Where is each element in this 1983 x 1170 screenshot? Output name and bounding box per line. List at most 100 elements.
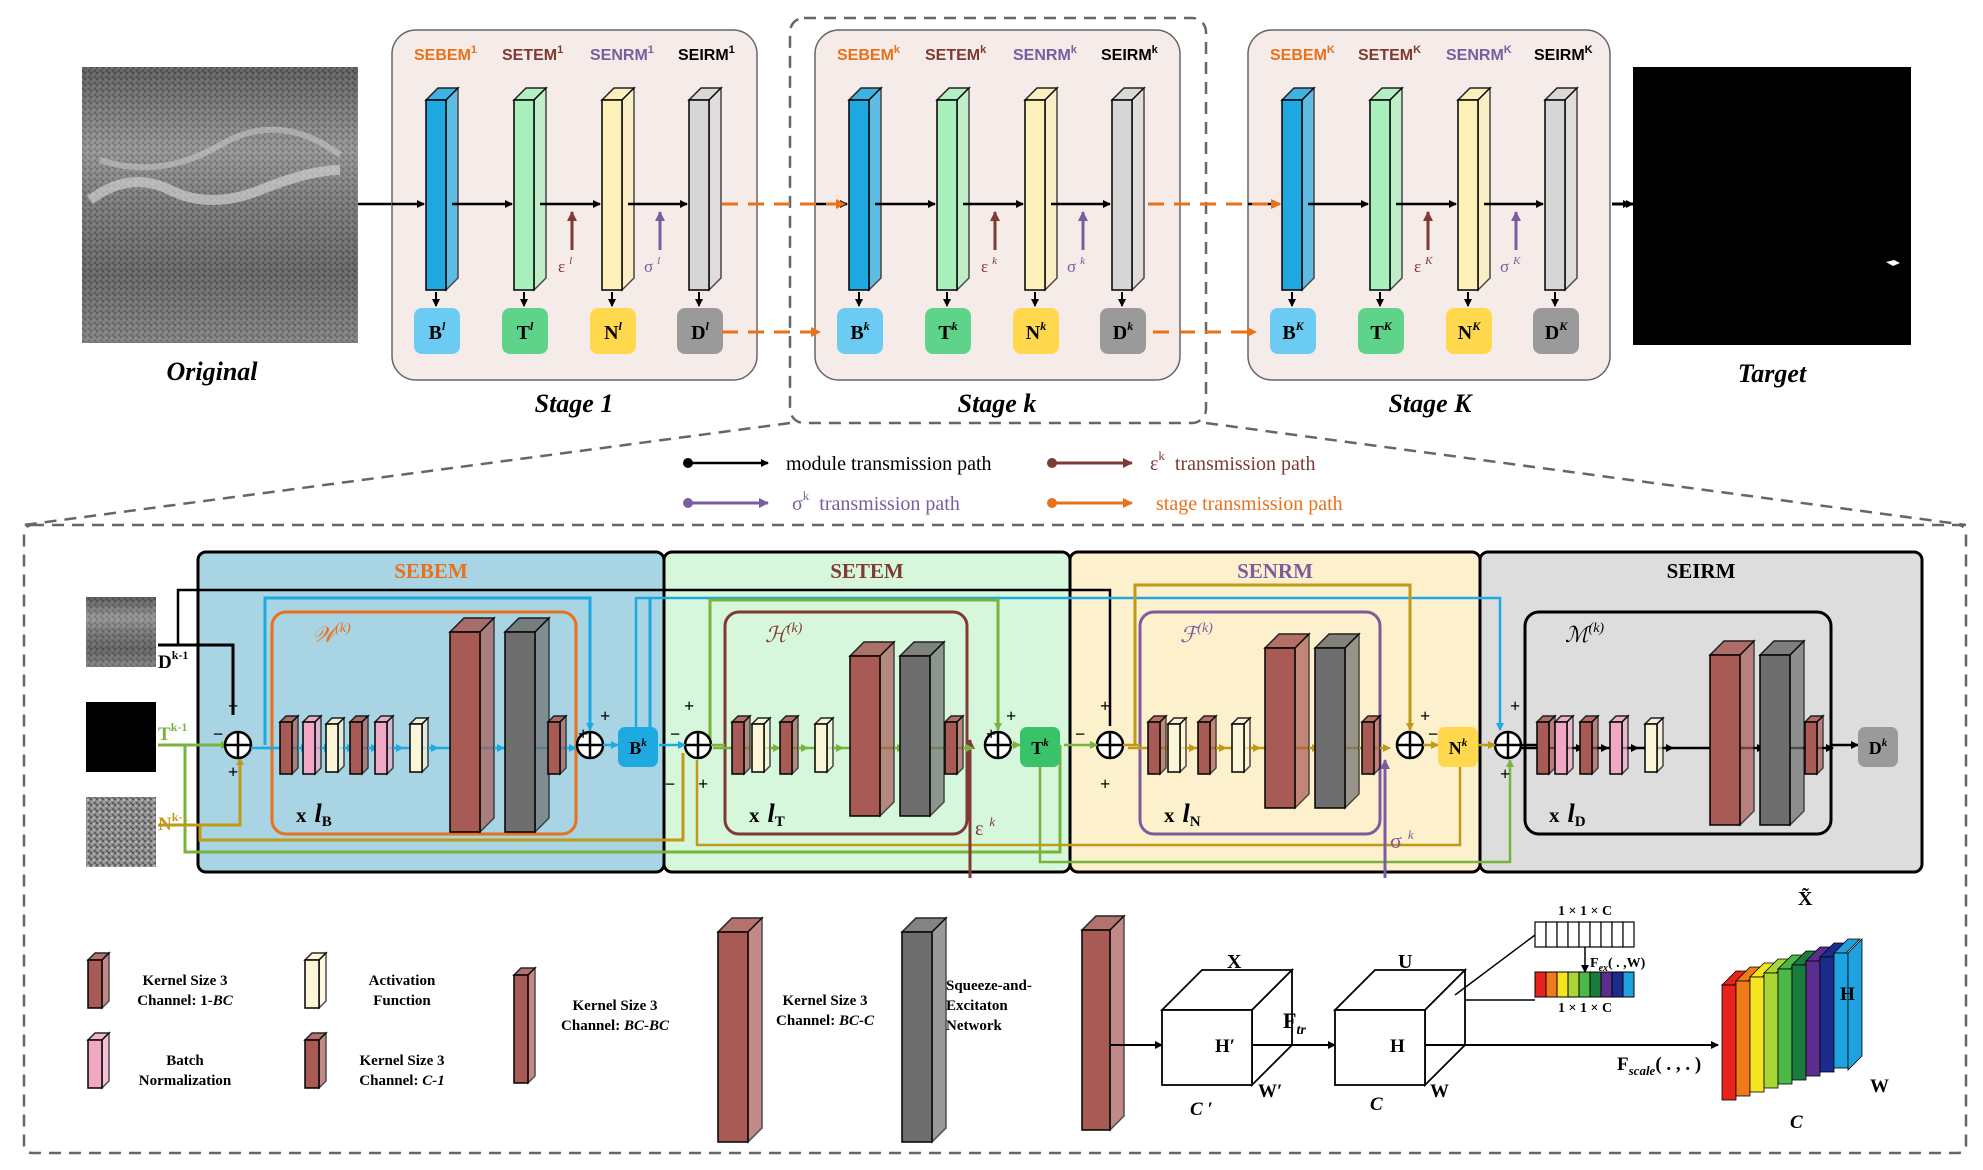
key-swatch <box>512 966 537 1085</box>
key-swatch <box>716 916 764 1144</box>
plus-sign: + <box>1100 696 1110 716</box>
network-layer <box>813 716 835 774</box>
stage-output-label: Tk <box>938 319 957 344</box>
se-label: 1 × 1 × C <box>1558 1001 1612 1016</box>
network-layer <box>503 616 551 834</box>
senrm-title: SENRM <box>1237 559 1313 583</box>
network-layer <box>348 714 370 776</box>
routing-lines <box>158 583 1514 878</box>
key-swatch <box>303 951 328 1010</box>
zoom-guide-left <box>23 421 791 527</box>
stage-module-block <box>687 86 723 292</box>
sum-node <box>1493 730 1523 760</box>
stage-output-box <box>590 308 636 354</box>
stage-output-box <box>1013 308 1059 354</box>
network-layer <box>778 714 800 776</box>
stage-output-box <box>1100 308 1146 354</box>
stage-module-title: SEBEM1 <box>414 44 477 64</box>
stage-k-highlight <box>788 16 1208 425</box>
network-layer <box>373 714 395 776</box>
sum-node <box>223 730 253 760</box>
detail-output-box <box>618 727 658 767</box>
minus-sign: − <box>1428 724 1438 744</box>
network-layer <box>1166 716 1188 774</box>
minus-sign: − <box>1075 724 1085 744</box>
original-label: Original <box>166 357 258 386</box>
network-layer <box>546 714 568 776</box>
senrm-network: ℱ(k) x lN <box>1128 610 1391 836</box>
network-layer <box>1708 639 1756 827</box>
input-T-thumb <box>86 702 156 772</box>
plus-sign: + <box>1100 774 1110 794</box>
stage-output-box <box>1358 308 1404 354</box>
stage-module-title: SENRMK <box>1446 44 1512 64</box>
stage-output-label: NK <box>1458 319 1481 344</box>
se-label: W′ <box>1258 1081 1282 1102</box>
stage-output-box <box>1446 308 1492 354</box>
target-blob <box>1886 260 1900 266</box>
stage-3: SEBEMK SETEMK SENRMK SEIRMK BK TK NK DK ε K σ K <box>1247 29 1611 381</box>
stage-output-box <box>677 308 723 354</box>
stage-output-label: Tl <box>517 319 534 344</box>
plus-sign: + <box>600 706 610 726</box>
stage-label: Stage k <box>958 389 1037 418</box>
network-layer <box>1313 632 1361 810</box>
plus-sign: + <box>578 724 588 744</box>
minus-sign: − <box>213 724 223 744</box>
plus-sign: + <box>684 696 694 716</box>
network-layer <box>1608 714 1630 776</box>
stage-output-label: TK <box>1370 319 1392 344</box>
target-image <box>1633 67 1911 345</box>
se-Fscale-label: Fscale( . , . ) <box>1617 1054 1701 1078</box>
stage-module-title: SETEMK <box>1358 44 1421 64</box>
detail-output-label: Dk <box>1869 737 1888 758</box>
key-swatch <box>303 1031 328 1090</box>
repeat-count: x lD <box>1549 799 1586 830</box>
plus-sign: + <box>986 724 996 744</box>
se-link <box>1454 934 1536 996</box>
detail-output-label: Tk <box>1031 737 1049 758</box>
network-layer <box>1360 714 1382 776</box>
se-vector-excite <box>1534 971 1635 998</box>
stage-module-block <box>1368 86 1404 292</box>
key-sub: Normalization <box>139 1073 232 1089</box>
se-Ftr-label: Ftr <box>1283 1008 1306 1038</box>
detail-output-label: Bk <box>629 737 647 758</box>
key-title: Squeeze-and- <box>946 978 1032 994</box>
target-label: Target <box>1738 359 1807 388</box>
key-title: Kernel Size 3 <box>573 998 658 1014</box>
se-output-stack <box>1721 938 1863 1101</box>
stage-module-title: SETEMk <box>925 44 987 64</box>
stage-module-title: SEIRMk <box>1101 44 1159 64</box>
stage-label: Stage K <box>1388 389 1473 418</box>
stage-output-label: Bl <box>429 319 446 344</box>
network-layer <box>448 616 496 834</box>
network-layer <box>750 716 772 774</box>
key-item: Kernel Size 3 Channel: C-1 <box>303 1031 445 1090</box>
legend-module-path: module transmission path <box>786 453 992 475</box>
se-label: H <box>1840 984 1855 1005</box>
legend-sigma: σk transmission path <box>792 488 960 515</box>
plus-sign: + <box>1500 764 1510 784</box>
network-layer <box>848 640 896 818</box>
network-layer <box>324 716 346 774</box>
key-title: Kernel Size 3 <box>360 1053 445 1069</box>
network-layer <box>1758 639 1806 827</box>
stage-output-label: Nk <box>1026 319 1046 344</box>
detail-output-box <box>1020 727 1060 767</box>
stage-output-box <box>1270 308 1316 354</box>
network-layer <box>1263 632 1311 810</box>
network-symbol: 𝒲(k) <box>312 621 351 647</box>
stage-module-block <box>935 86 971 292</box>
key-swatch <box>86 951 111 1010</box>
sum-node <box>1095 730 1125 760</box>
minus-sign: − <box>670 724 680 744</box>
key-item: Batch Normalization <box>86 1031 232 1090</box>
network-layer <box>301 714 323 776</box>
stage-module-title: SEIRM1 <box>678 44 735 64</box>
plus-sign: + <box>1510 696 1520 716</box>
repeat-count: x lT <box>749 799 785 830</box>
